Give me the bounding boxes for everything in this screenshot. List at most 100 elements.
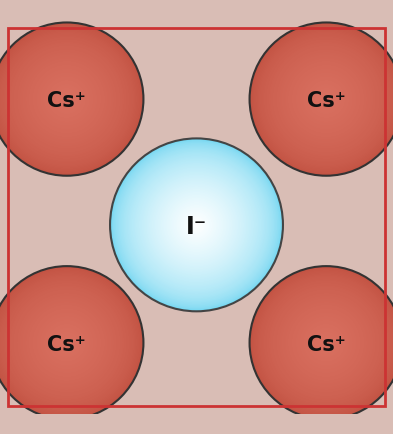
Circle shape [6, 282, 128, 404]
Circle shape [325, 342, 327, 344]
Circle shape [44, 76, 90, 122]
Circle shape [289, 306, 363, 380]
Circle shape [283, 299, 370, 386]
Circle shape [274, 47, 378, 151]
Circle shape [129, 157, 264, 293]
Circle shape [140, 169, 253, 281]
Circle shape [315, 88, 338, 111]
Circle shape [41, 73, 92, 125]
Circle shape [12, 288, 122, 398]
Circle shape [4, 36, 129, 162]
Circle shape [0, 274, 136, 412]
Circle shape [151, 179, 242, 271]
Circle shape [280, 53, 372, 145]
Circle shape [173, 202, 220, 248]
Circle shape [321, 338, 331, 348]
Circle shape [296, 69, 357, 130]
Circle shape [35, 67, 99, 131]
Circle shape [66, 98, 68, 100]
Circle shape [315, 331, 338, 354]
Circle shape [138, 166, 255, 284]
Circle shape [37, 70, 96, 128]
Circle shape [290, 307, 362, 378]
Circle shape [0, 26, 140, 172]
Circle shape [265, 282, 387, 404]
Circle shape [20, 296, 114, 390]
Circle shape [27, 59, 107, 139]
Circle shape [305, 321, 348, 365]
Circle shape [49, 325, 85, 361]
Circle shape [288, 61, 365, 138]
Circle shape [136, 164, 257, 286]
Circle shape [298, 315, 354, 371]
Circle shape [116, 144, 277, 306]
Circle shape [308, 325, 344, 361]
Circle shape [130, 158, 263, 291]
Circle shape [317, 90, 335, 108]
Circle shape [297, 313, 356, 372]
Circle shape [255, 271, 393, 414]
Circle shape [314, 86, 339, 112]
Circle shape [0, 30, 136, 168]
Circle shape [306, 79, 347, 119]
Circle shape [277, 51, 375, 148]
Circle shape [163, 192, 230, 258]
Circle shape [9, 42, 124, 157]
Circle shape [303, 320, 349, 366]
Circle shape [27, 303, 107, 382]
Circle shape [294, 311, 358, 375]
Circle shape [8, 40, 126, 158]
Circle shape [36, 69, 97, 130]
Circle shape [0, 266, 143, 419]
Circle shape [156, 184, 237, 265]
Circle shape [301, 73, 352, 125]
Circle shape [194, 222, 199, 228]
Circle shape [250, 23, 393, 176]
Circle shape [34, 66, 100, 132]
Circle shape [176, 205, 217, 245]
Circle shape [15, 290, 119, 395]
Circle shape [2, 34, 132, 164]
Circle shape [2, 278, 132, 408]
Circle shape [117, 145, 276, 304]
Circle shape [0, 25, 141, 173]
Circle shape [286, 59, 366, 139]
Circle shape [292, 65, 361, 134]
Circle shape [264, 280, 389, 405]
Circle shape [289, 62, 363, 136]
Circle shape [276, 49, 376, 149]
Circle shape [162, 190, 231, 260]
Circle shape [125, 153, 268, 297]
Text: I⁻: I⁻ [186, 215, 207, 239]
Circle shape [168, 196, 225, 254]
Circle shape [46, 322, 87, 363]
Circle shape [34, 309, 100, 376]
Circle shape [22, 298, 112, 388]
Circle shape [267, 40, 385, 158]
Circle shape [0, 33, 133, 165]
Circle shape [158, 186, 235, 264]
Circle shape [114, 143, 279, 307]
Circle shape [153, 182, 240, 268]
Circle shape [24, 56, 110, 142]
Circle shape [271, 288, 381, 398]
Circle shape [283, 56, 370, 142]
Circle shape [17, 49, 117, 149]
Circle shape [40, 72, 94, 126]
Circle shape [297, 70, 356, 128]
Circle shape [281, 54, 371, 144]
Circle shape [50, 326, 83, 359]
Circle shape [290, 63, 362, 135]
Circle shape [252, 269, 393, 417]
Circle shape [29, 61, 105, 138]
Circle shape [149, 178, 244, 273]
Circle shape [0, 273, 137, 413]
Circle shape [21, 53, 113, 145]
Circle shape [133, 161, 260, 288]
Circle shape [284, 57, 368, 141]
Circle shape [120, 148, 273, 301]
Circle shape [273, 289, 380, 396]
Text: Cs⁺: Cs⁺ [307, 335, 345, 355]
Circle shape [25, 57, 109, 141]
Circle shape [142, 170, 251, 279]
